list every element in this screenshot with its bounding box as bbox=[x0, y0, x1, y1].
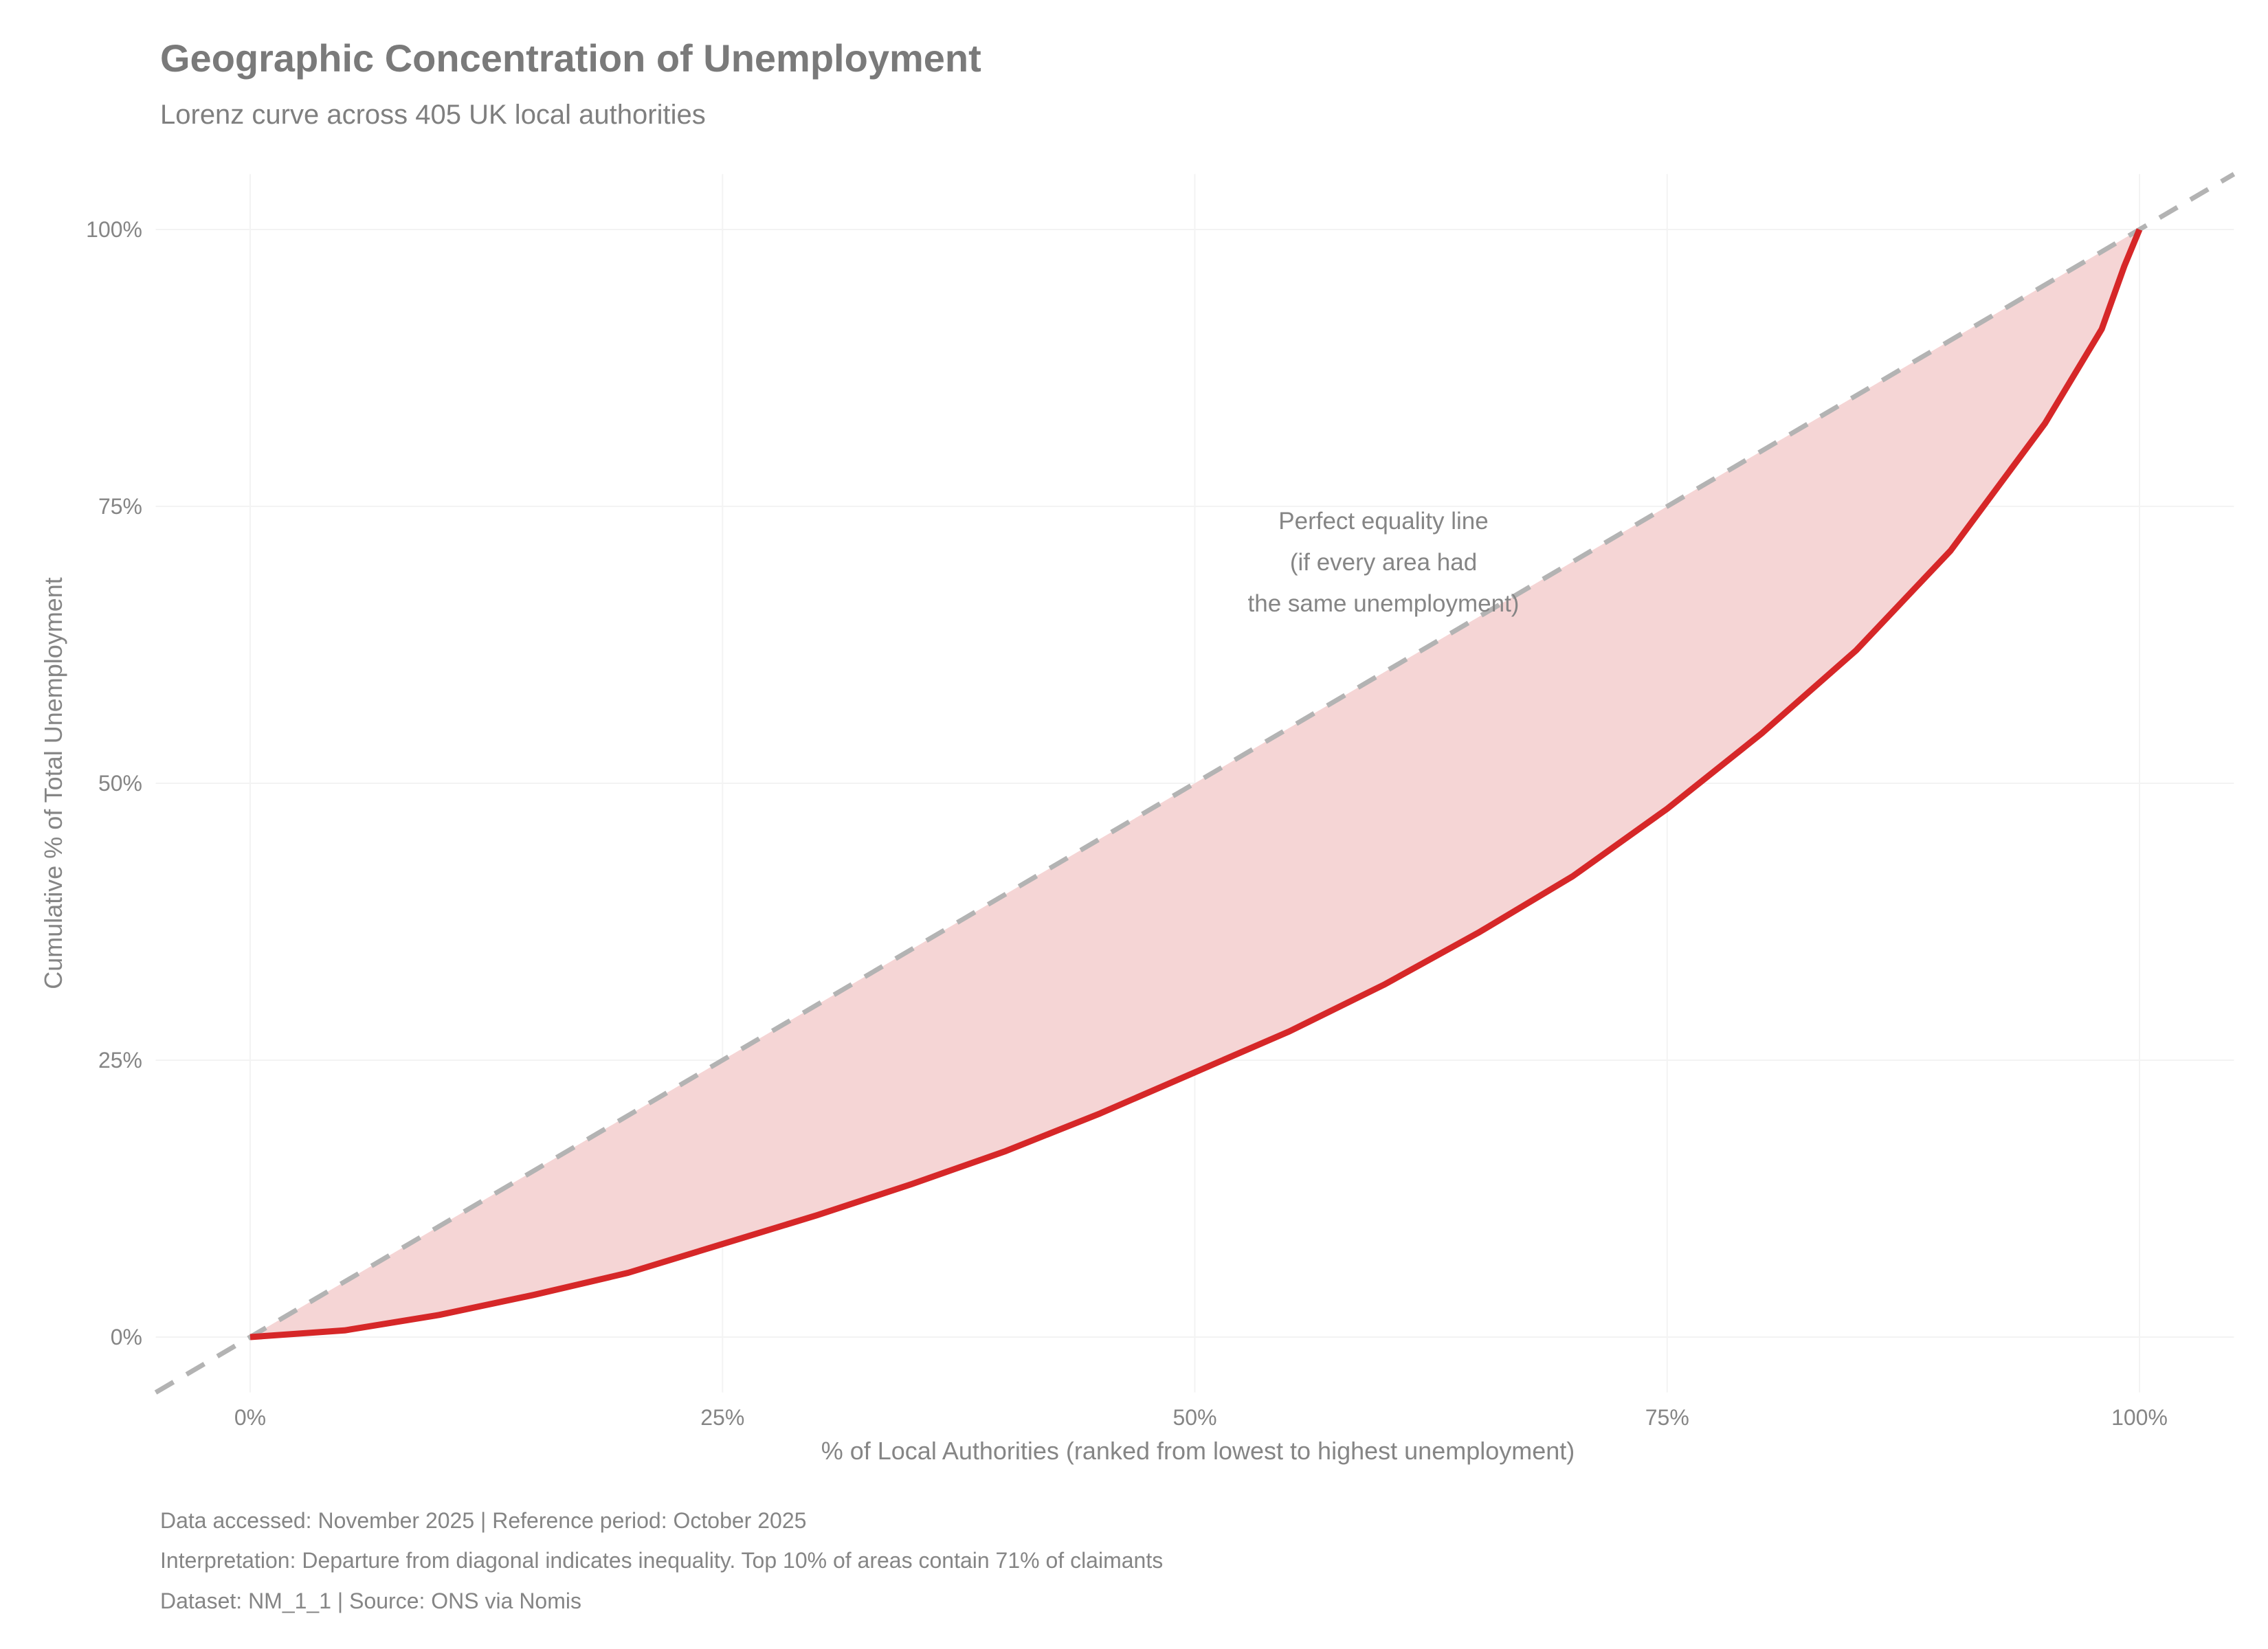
annotation-line-2: (if every area had bbox=[1290, 549, 1477, 576]
equality-line bbox=[154, 172, 2236, 1395]
y-axis-title: Cumulative % of Total Unemployment bbox=[39, 577, 67, 989]
chart-subtitle: Lorenz curve across 405 UK local authori… bbox=[160, 100, 706, 130]
annotation-line-1: Perfect equality line bbox=[1278, 508, 1488, 535]
x-tick-label: 75% bbox=[1645, 1405, 1689, 1430]
x-axis-title: % of Local Authorities (ranked from lowe… bbox=[821, 1437, 1575, 1465]
x-tick-label: 0% bbox=[234, 1405, 266, 1430]
x-axis-ticks: 0% 25% 50% 75% 100% bbox=[234, 1405, 2168, 1430]
y-tick-label: 0% bbox=[111, 1325, 142, 1349]
y-tick-label: 75% bbox=[98, 494, 142, 519]
annotation-line-3: the same unemployment) bbox=[1248, 590, 1520, 617]
y-tick-label: 50% bbox=[98, 771, 142, 796]
y-tick-label: 100% bbox=[86, 217, 142, 242]
x-tick-label: 50% bbox=[1172, 1405, 1216, 1430]
x-tick-label: 25% bbox=[700, 1405, 744, 1430]
chart-title: Geographic Concentration of Unemployment bbox=[160, 36, 981, 80]
lorenz-curve bbox=[249, 228, 2143, 1340]
x-tick-label: 100% bbox=[2111, 1405, 2168, 1430]
footer-line-3: Dataset: NM_1_1 | Source: ONS via Nomis bbox=[160, 1589, 581, 1613]
y-tick-label: 25% bbox=[98, 1048, 142, 1073]
footer-line-2: Interpretation: Departure from diagonal … bbox=[160, 1548, 1163, 1573]
footer-line-1: Data accessed: November 2025 | Reference… bbox=[160, 1508, 806, 1533]
y-axis-ticks: 0% 25% 50% 75% 100% bbox=[86, 217, 142, 1349]
